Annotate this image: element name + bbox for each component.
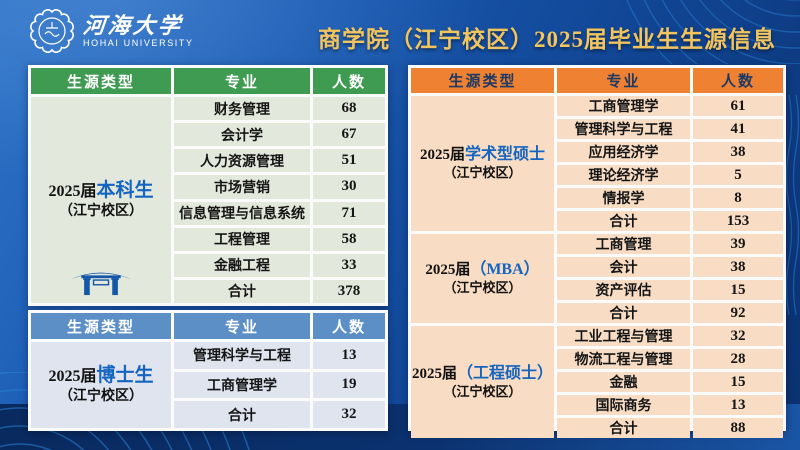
major-cell: 工商管理学 (557, 96, 690, 116)
major-cell: 管理科学与工程 (557, 119, 690, 139)
major-cell: 国际商务 (557, 395, 690, 415)
major-cell: 工商管理学 (174, 371, 310, 399)
hohai-seal-icon (30, 9, 74, 53)
count-cell: 68 (313, 97, 385, 121)
undergraduate-table: 生源类型 专业 人数 2025届本科生 （江宁校区） 财务管理 68 会计学 6… (28, 65, 388, 306)
total-label-cell: 合计 (174, 401, 310, 428)
graduate-table: 生源类型 专业 人数 2025届学术型硕士 （江宁校区） 工商管理学 61 管理… (408, 65, 786, 438)
column-header-major: 专业 (174, 313, 310, 339)
major-cell: 理论经济学 (557, 165, 690, 185)
major-cell: 人力资源管理 (174, 149, 310, 173)
count-cell: 15 (693, 280, 783, 300)
column-header-type: 生源类型 (411, 68, 554, 93)
major-cell: 物流工程与管理 (557, 349, 690, 369)
column-header-count: 人数 (313, 313, 385, 339)
category-title: 2025届学术型硕士 (419, 146, 546, 164)
total-count-cell: 88 (693, 418, 783, 438)
total-label-cell: 合计 (557, 211, 690, 231)
doctoral-table: 生源类型 专业 人数 2025届博士生 （江宁校区） 管理科学与工程 13 工商… (28, 310, 388, 431)
category-campus: （江宁校区） (59, 389, 143, 405)
university-name-en: HOHAI UNIVERSITY (83, 37, 194, 48)
category-engineering-master: 2025届（工程硕士） （江宁校区） (411, 326, 554, 438)
count-cell: 39 (693, 234, 783, 254)
category-academic-master: 2025届学术型硕士 （江宁校区） (411, 96, 554, 231)
university-logo: 河海大学 HOHAI UNIVERSITY (30, 9, 194, 53)
total-label-cell: 合计 (174, 279, 310, 303)
count-cell: 61 (693, 96, 783, 116)
total-count-cell: 32 (313, 401, 385, 428)
category-mba: 2025届（MBA） （江宁校区） (411, 234, 554, 323)
major-cell: 情报学 (557, 188, 690, 208)
category-title: 2025届本科生 (48, 180, 154, 202)
category-doctoral: 2025届博士生 （江宁校区） (31, 342, 171, 428)
page-header: 河海大学 HOHAI UNIVERSITY 商学院（江宁校区）2025届毕业生生… (0, 0, 800, 62)
column-header-count: 人数 (693, 68, 783, 93)
count-cell: 8 (693, 188, 783, 208)
total-count-cell: 153 (693, 211, 783, 231)
major-cell: 工业工程与管理 (557, 326, 690, 346)
page-title: 商学院（江宁校区）2025届毕业生生源信息 (318, 27, 776, 52)
category-campus: （江宁校区） (59, 204, 143, 220)
count-cell: 32 (693, 326, 783, 346)
count-cell: 71 (313, 201, 385, 225)
total-count-cell: 92 (693, 303, 783, 323)
count-cell: 41 (693, 119, 783, 139)
count-cell: 15 (693, 372, 783, 392)
count-cell: 28 (693, 349, 783, 369)
total-count-cell: 378 (313, 279, 385, 303)
count-cell: 13 (313, 342, 385, 369)
major-cell: 市场营销 (174, 175, 310, 199)
count-cell: 30 (313, 175, 385, 199)
count-cell: 13 (693, 395, 783, 415)
column-header-type: 生源类型 (31, 68, 171, 94)
count-cell: 5 (693, 165, 783, 185)
count-cell: 33 (313, 253, 385, 277)
count-cell: 67 (313, 123, 385, 147)
total-label-cell: 合计 (557, 303, 690, 323)
major-cell: 工商管理 (557, 234, 690, 254)
category-campus: （江宁校区） (443, 280, 522, 296)
category-title: 2025届（MBA） (425, 261, 540, 279)
column-header-major: 专业 (174, 68, 310, 94)
count-cell: 51 (313, 149, 385, 173)
major-cell: 应用经济学 (557, 142, 690, 162)
major-cell: 金融 (557, 372, 690, 392)
major-cell: 金融工程 (174, 253, 310, 277)
campus-gate-icon (71, 272, 131, 296)
column-header-major: 专业 (557, 68, 690, 93)
count-cell: 58 (313, 227, 385, 251)
major-cell: 会计学 (174, 123, 310, 147)
column-header-count: 人数 (313, 68, 385, 94)
major-cell: 管理科学与工程 (174, 342, 310, 369)
count-cell: 38 (693, 257, 783, 277)
major-cell: 会计 (557, 257, 690, 277)
major-cell: 资产评估 (557, 280, 690, 300)
category-title: 2025届（工程硕士） (411, 364, 554, 382)
university-name-cn: 河海大学 (81, 12, 185, 38)
count-cell: 19 (313, 371, 385, 399)
total-label-cell: 合计 (557, 418, 690, 438)
category-campus: （江宁校区） (443, 383, 522, 399)
logo-text: 河海大学 HOHAI UNIVERSITY (81, 12, 194, 49)
column-header-type: 生源类型 (31, 313, 171, 339)
major-cell: 信息管理与信息系统 (174, 201, 310, 225)
category-campus: （江宁校区） (443, 165, 522, 181)
category-title: 2025届博士生 (48, 365, 154, 387)
major-cell: 财务管理 (174, 97, 310, 121)
category-undergraduate: 2025届本科生 （江宁校区） (31, 97, 171, 303)
count-cell: 38 (693, 142, 783, 162)
major-cell: 工程管理 (174, 227, 310, 251)
